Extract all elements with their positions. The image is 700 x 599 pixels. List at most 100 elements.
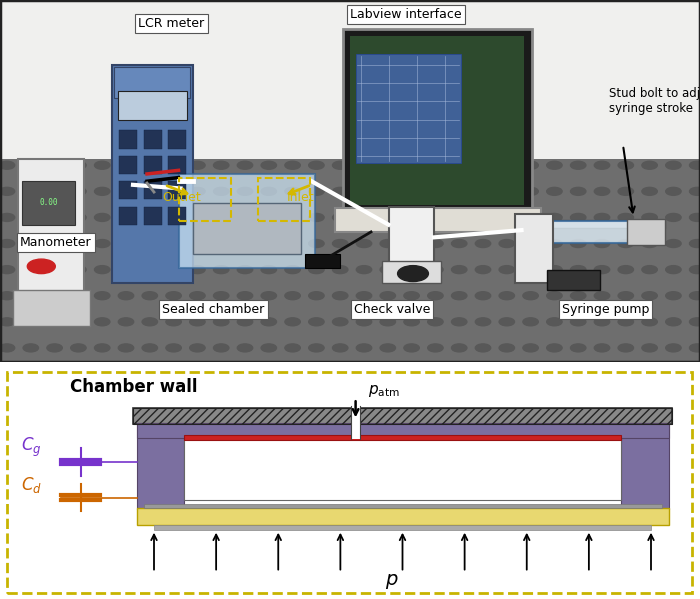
Circle shape — [285, 292, 300, 300]
Circle shape — [142, 265, 158, 274]
Bar — [112, 65, 192, 283]
Circle shape — [166, 187, 181, 195]
Circle shape — [594, 344, 610, 352]
Text: Stud bolt to adjust
syringe stroke: Stud bolt to adjust syringe stroke — [609, 87, 700, 116]
Circle shape — [142, 213, 158, 222]
Text: Outlet: Outlet — [162, 191, 202, 204]
Circle shape — [142, 161, 158, 170]
Circle shape — [285, 318, 300, 326]
Bar — [621, 422, 668, 509]
Circle shape — [475, 240, 491, 247]
Circle shape — [547, 213, 562, 222]
Circle shape — [570, 187, 586, 195]
Bar — [335, 208, 541, 232]
Circle shape — [452, 318, 467, 326]
Circle shape — [666, 187, 681, 195]
Bar — [144, 156, 162, 174]
Circle shape — [214, 161, 229, 170]
Circle shape — [547, 318, 562, 326]
Circle shape — [27, 259, 55, 274]
Circle shape — [380, 187, 395, 195]
Circle shape — [666, 292, 681, 300]
Circle shape — [237, 344, 253, 352]
Circle shape — [475, 213, 491, 222]
Circle shape — [594, 240, 610, 247]
Circle shape — [332, 240, 348, 247]
Circle shape — [547, 187, 562, 195]
Circle shape — [642, 292, 657, 300]
Circle shape — [94, 292, 110, 300]
Circle shape — [142, 187, 158, 195]
Circle shape — [0, 240, 15, 247]
Circle shape — [142, 344, 158, 352]
Circle shape — [94, 344, 110, 352]
Bar — [522, 221, 644, 243]
Circle shape — [47, 318, 62, 326]
Circle shape — [523, 344, 538, 352]
Circle shape — [237, 265, 253, 274]
Circle shape — [190, 187, 205, 195]
Circle shape — [404, 265, 419, 274]
Circle shape — [118, 292, 134, 300]
Circle shape — [452, 344, 467, 352]
Bar — [144, 504, 662, 508]
Circle shape — [642, 213, 657, 222]
Bar — [136, 422, 184, 509]
Bar — [389, 207, 434, 267]
Circle shape — [428, 344, 443, 352]
Circle shape — [570, 240, 586, 247]
Circle shape — [142, 318, 158, 326]
Circle shape — [523, 187, 538, 195]
Circle shape — [594, 187, 610, 195]
Circle shape — [309, 344, 324, 352]
Circle shape — [475, 187, 491, 195]
Circle shape — [428, 265, 443, 274]
Circle shape — [94, 213, 110, 222]
Circle shape — [71, 187, 86, 195]
Bar — [119, 181, 137, 199]
Circle shape — [261, 265, 277, 274]
Circle shape — [499, 187, 514, 195]
Circle shape — [0, 292, 15, 300]
Circle shape — [499, 292, 514, 300]
Circle shape — [398, 265, 428, 282]
Circle shape — [285, 265, 300, 274]
Circle shape — [94, 161, 110, 170]
Circle shape — [642, 240, 657, 247]
Circle shape — [23, 292, 38, 300]
Circle shape — [499, 161, 514, 170]
Bar — [154, 525, 651, 530]
Circle shape — [23, 240, 38, 247]
Text: Manometer: Manometer — [20, 236, 92, 249]
Circle shape — [0, 318, 15, 326]
Bar — [22, 181, 75, 225]
Circle shape — [309, 213, 324, 222]
Circle shape — [618, 187, 634, 195]
Circle shape — [428, 187, 443, 195]
Bar — [350, 36, 524, 205]
Circle shape — [118, 213, 134, 222]
Circle shape — [356, 187, 372, 195]
Circle shape — [380, 292, 395, 300]
Bar — [0, 159, 700, 362]
Circle shape — [356, 292, 372, 300]
Circle shape — [142, 292, 158, 300]
Circle shape — [0, 344, 15, 352]
Circle shape — [118, 240, 134, 247]
Text: Syringe pump: Syringe pump — [562, 303, 649, 316]
Circle shape — [428, 292, 443, 300]
Circle shape — [404, 240, 419, 247]
Bar — [184, 437, 621, 500]
Circle shape — [71, 161, 86, 170]
Circle shape — [499, 240, 514, 247]
Circle shape — [428, 161, 443, 170]
Circle shape — [261, 187, 277, 195]
Circle shape — [452, 213, 467, 222]
Circle shape — [166, 344, 181, 352]
Circle shape — [642, 161, 657, 170]
Circle shape — [618, 292, 634, 300]
Circle shape — [499, 265, 514, 274]
Circle shape — [570, 344, 586, 352]
Circle shape — [618, 161, 634, 170]
Circle shape — [118, 187, 134, 195]
